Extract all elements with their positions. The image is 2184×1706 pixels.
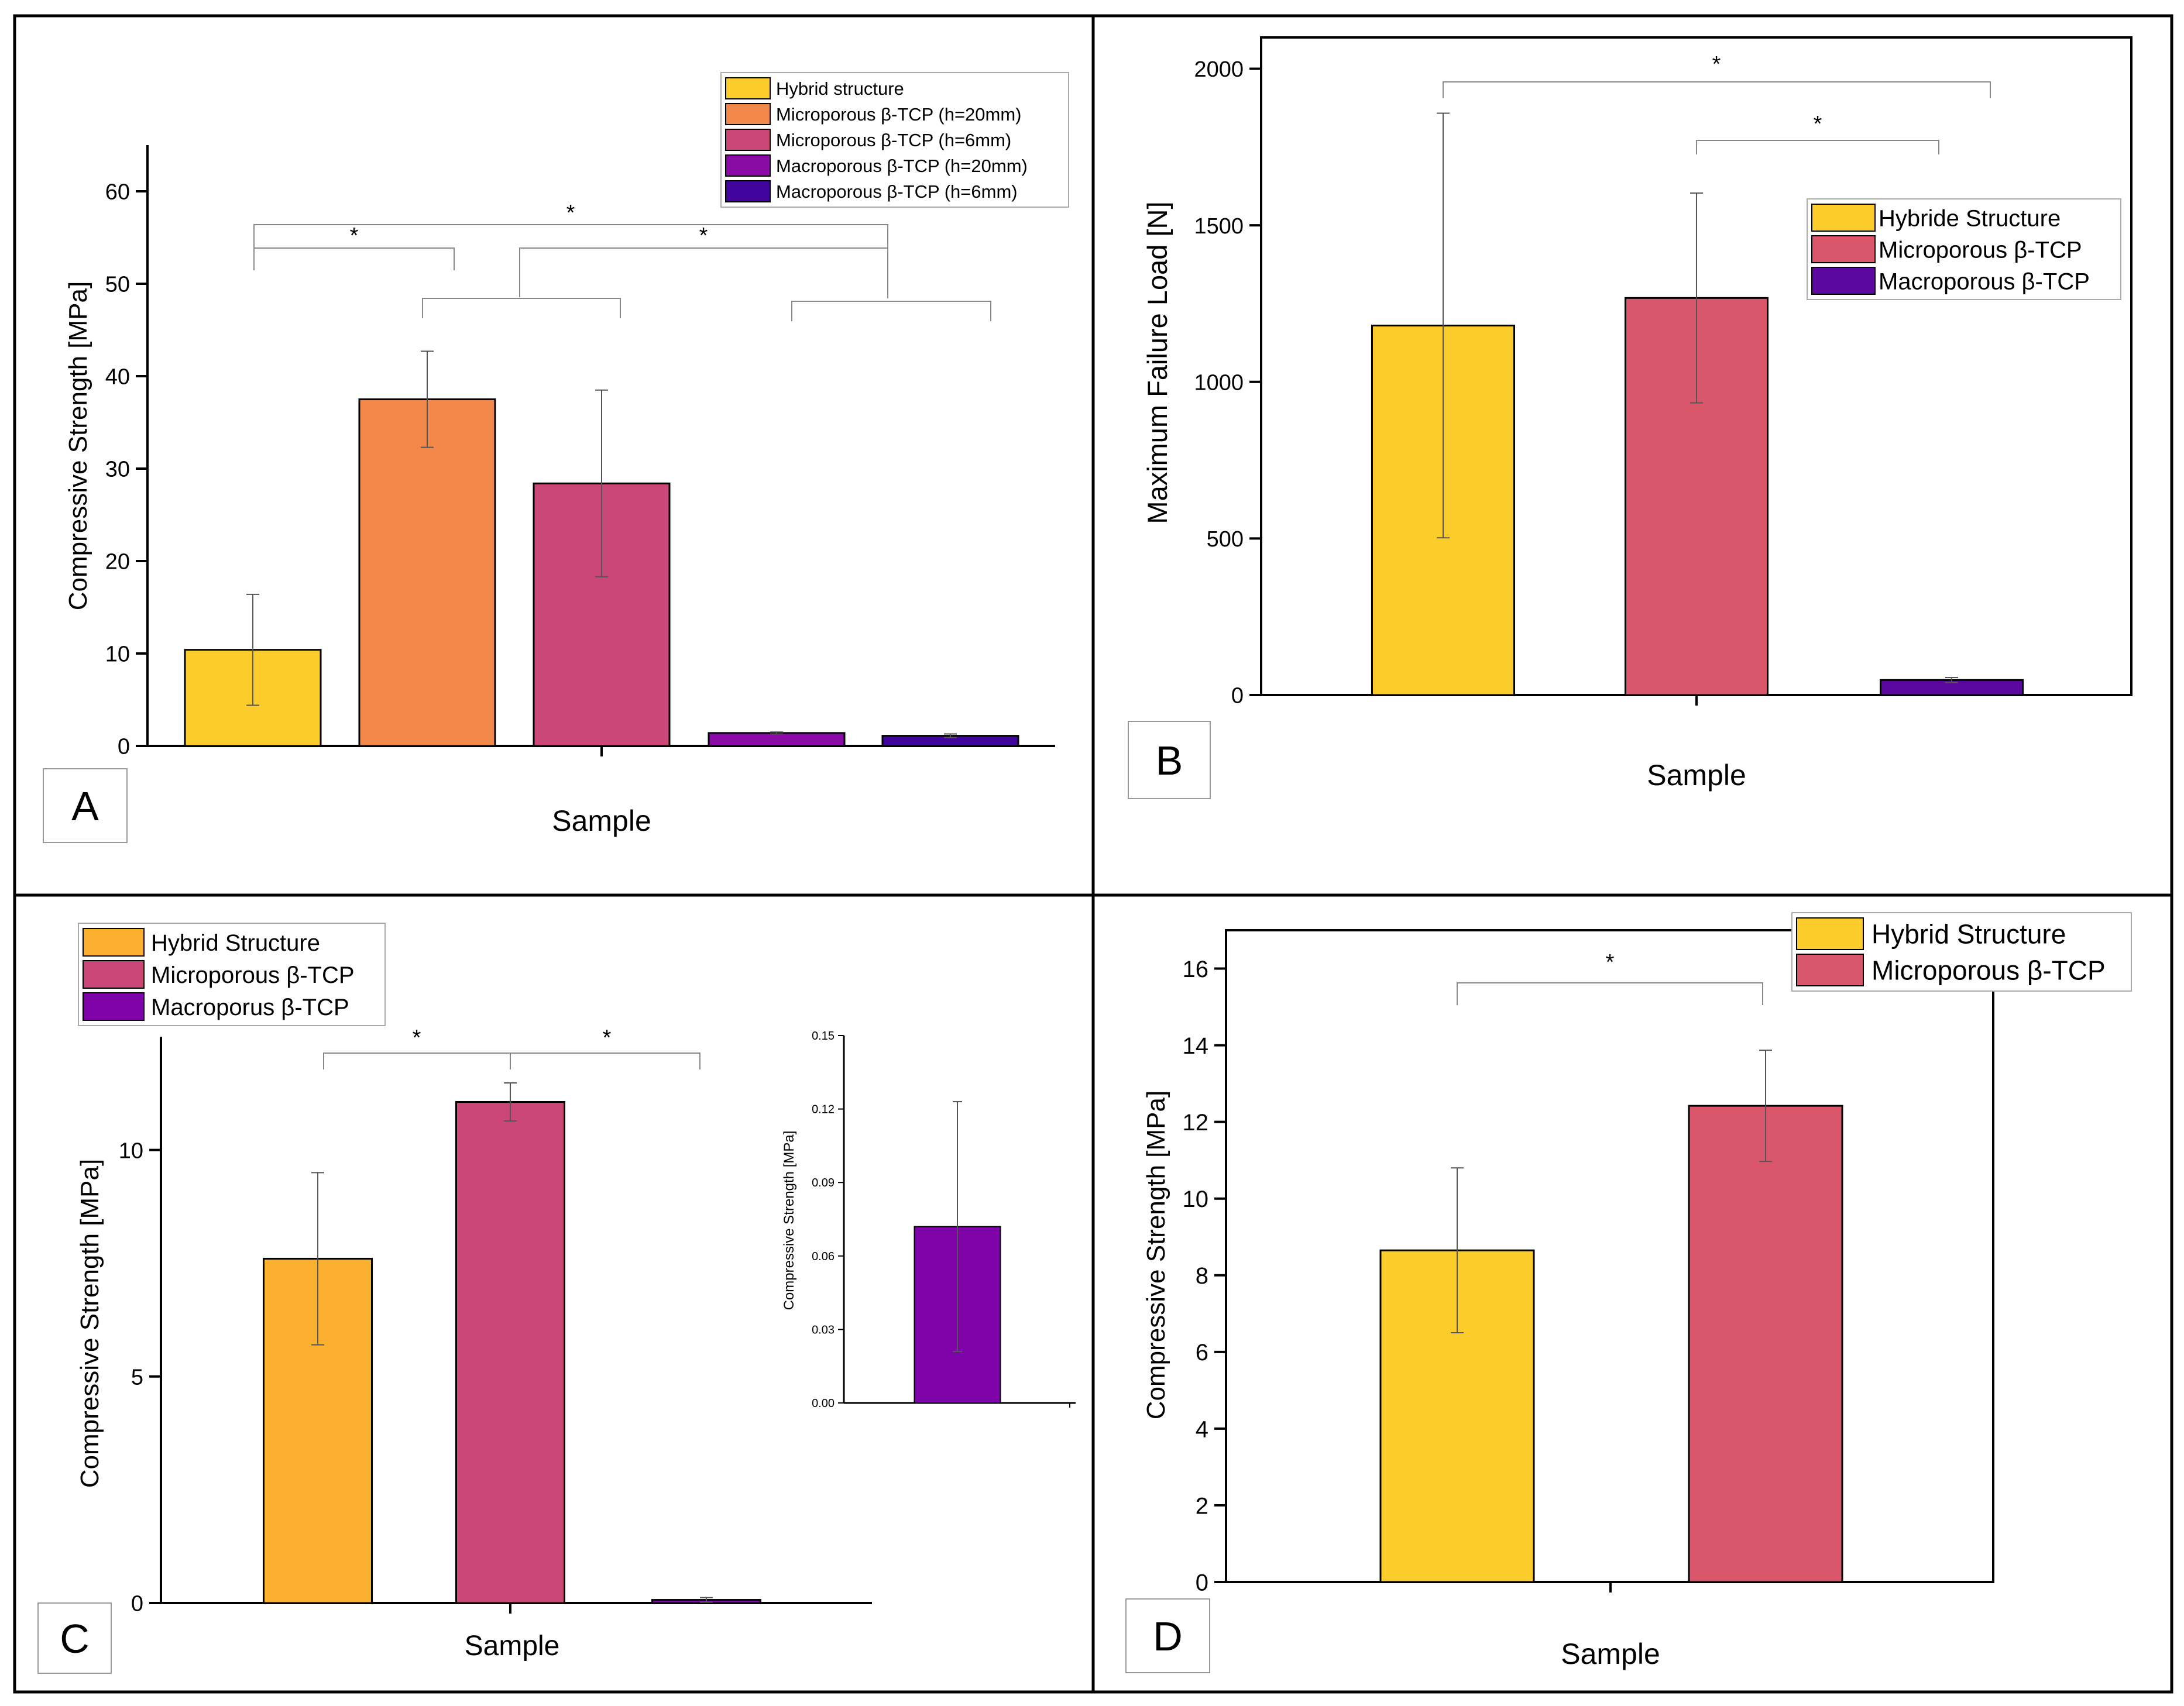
panel-b: 0 500 1000 1500 2000 Sample Maximum Failure Lo… xyxy=(1128,36,2133,799)
y-tick-label: 30 xyxy=(105,458,130,482)
legend-swatch xyxy=(725,180,771,202)
bar xyxy=(455,1101,565,1604)
panel-label-box xyxy=(43,768,128,843)
significance-star: * xyxy=(1712,52,1721,77)
legend-entry: Macroporus β-TCP xyxy=(151,995,349,1020)
y-tick-label: 4 xyxy=(1196,1416,1208,1442)
y-tick-label: 50 xyxy=(105,273,130,297)
y-tick-label: 0 xyxy=(1196,1570,1208,1595)
panel-d: 0 2 4 6 8 10 12 14 16 Sample Compressive Strength … xyxy=(1125,912,2132,1673)
legend-swatch xyxy=(1811,267,1876,295)
bar xyxy=(358,398,496,747)
panel-label: B xyxy=(1156,738,1183,783)
y-tick-label: 16 xyxy=(1183,957,1209,982)
significance-star: * xyxy=(699,223,708,248)
y-tick-label: 10 xyxy=(1183,1186,1209,1212)
y-tick-label: 1500 xyxy=(1194,214,1244,239)
significance-bracket xyxy=(422,298,621,318)
panel-label-box xyxy=(37,1602,112,1674)
legend-swatch xyxy=(1796,954,1864,986)
panel-label-box xyxy=(1125,1598,1210,1673)
y-tick-label: 0 xyxy=(118,735,130,759)
inset-y-tick-label: 0.12 xyxy=(812,1103,835,1116)
y-axis-label: Compressive Strength [MPa] xyxy=(64,281,92,610)
y-tick-label: 10 xyxy=(119,1139,143,1163)
legend-entry: Hybride Structure xyxy=(1879,205,2061,231)
legend-box xyxy=(720,72,1069,208)
x-axis-label: Sample xyxy=(1647,759,1746,792)
significance-star: * xyxy=(603,1026,612,1050)
legend-swatch xyxy=(83,960,145,989)
y-tick-label: 6 xyxy=(1196,1340,1208,1366)
inset-y-tick-label: 0.00 xyxy=(812,1397,835,1410)
legend-swatch xyxy=(83,928,145,957)
panel-c: 0 5 10 Sample Compressive Strength [MPa] * * Hy… xyxy=(37,923,1076,1674)
inset-y-tick-label: 0.09 xyxy=(812,1177,835,1189)
legend-swatch xyxy=(725,129,771,151)
legend-entry: Hybrid Structure xyxy=(1871,919,2066,950)
inset-y-axis-label: Compressive Strength [MPa] xyxy=(781,1131,797,1311)
y-axis-label: Maximum Failure Load [N] xyxy=(1142,201,1173,524)
x-axis-label: Sample xyxy=(465,1631,560,1662)
legend-entry: Macroporous β-TCP (h=20mm) xyxy=(776,156,1028,176)
y-tick-label: 2000 xyxy=(1194,57,1244,82)
y-tick-label: 12 xyxy=(1183,1110,1209,1136)
legend-swatch xyxy=(1796,917,1864,950)
panel-label: A xyxy=(71,783,99,829)
legend-entry: Microporous β-TCP (h=20mm) xyxy=(776,104,1022,125)
legend-swatch xyxy=(1811,235,1876,263)
significance-star: * xyxy=(1814,112,1822,136)
y-tick-label: 14 xyxy=(1183,1033,1209,1059)
significance-star: * xyxy=(1606,950,1615,975)
legend-swatch xyxy=(725,77,771,99)
panel-a: 0 10 20 30 40 50 60 Sample Compressive Strength … xyxy=(43,72,1069,843)
legend-entry: Microporous β-TCP xyxy=(1879,237,2082,263)
bar xyxy=(708,732,846,747)
legend-swatch xyxy=(725,154,771,177)
y-tick-label: 60 xyxy=(105,180,130,205)
y-tick-label: 20 xyxy=(105,550,130,575)
legend-swatch xyxy=(1811,204,1876,232)
legend-entry: Macroporous β-TCP (h=6mm) xyxy=(776,181,1018,202)
significance-bracket xyxy=(791,301,991,321)
y-tick-label: 1000 xyxy=(1194,370,1244,395)
significance-star: * xyxy=(413,1026,421,1050)
legend-entry: Microporous β-TCP xyxy=(151,962,355,988)
panel-label: D xyxy=(1153,1614,1183,1659)
legend-swatch xyxy=(83,992,145,1021)
inset-y-tick-label: 0.06 xyxy=(812,1250,835,1263)
x-axis-label: Sample xyxy=(552,804,651,837)
significance-star: * xyxy=(566,201,575,225)
significance-bracket xyxy=(510,1053,700,1069)
y-tick-label: 0 xyxy=(131,1592,143,1616)
y-axis-label: Compressive Strength [MPa] xyxy=(1142,1091,1170,1419)
inset-y-tick-label: 0.15 xyxy=(812,1030,835,1043)
significance-bracket xyxy=(1457,982,1763,1005)
y-axis-label: Compressive Strength [MPa] xyxy=(75,1159,104,1488)
y-tick-label: 500 xyxy=(1207,527,1244,552)
y-tick-label: 10 xyxy=(105,642,130,667)
significance-star: * xyxy=(350,223,359,248)
legend-entry: Hybrid Structure xyxy=(151,930,320,956)
legend-entry: Microporous β-TCP xyxy=(1871,955,2106,986)
x-axis-label: Sample xyxy=(1561,1638,1660,1670)
y-tick-label: 8 xyxy=(1196,1263,1208,1289)
significance-bracket xyxy=(1443,81,1991,98)
significance-bracket xyxy=(1696,140,1939,154)
significance-bracket xyxy=(253,247,455,270)
y-tick-label: 0 xyxy=(1231,684,1244,708)
inset-y-tick-label: 0.03 xyxy=(812,1323,835,1336)
y-tick-label: 5 xyxy=(131,1365,143,1389)
legend-entry: Macroporous β-TCP xyxy=(1879,269,2090,294)
y-tick-label: 40 xyxy=(105,365,130,390)
legend-entry: Hybrid structure xyxy=(776,78,904,99)
bar xyxy=(1688,1105,1843,1583)
legend-swatch xyxy=(725,103,771,125)
y-tick-label: 2 xyxy=(1196,1493,1208,1519)
panel-label-box xyxy=(1128,721,1211,799)
legend-entry: Microporous β-TCP (h=6mm) xyxy=(776,130,1011,150)
panel-label: C xyxy=(60,1616,90,1662)
